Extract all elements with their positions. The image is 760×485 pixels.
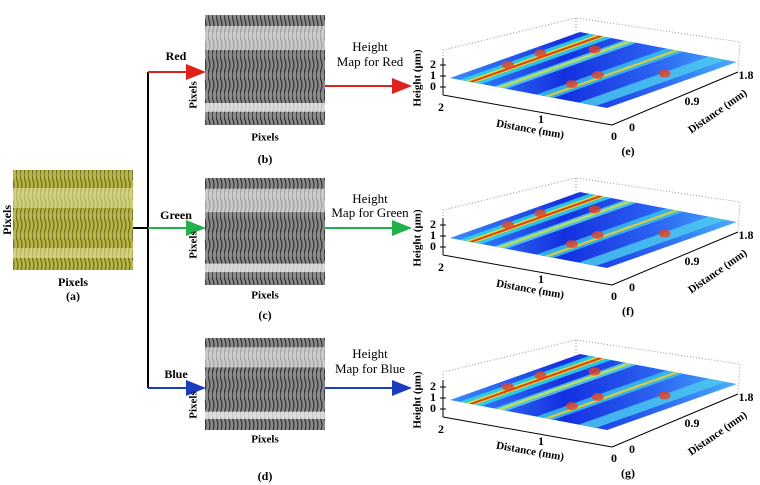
z-tick-label: 2 <box>430 379 436 393</box>
y-axis <box>611 231 739 286</box>
y-axis <box>611 393 739 448</box>
caption: (g) <box>621 466 635 480</box>
surface-ridge <box>468 357 603 405</box>
surface-bump <box>534 371 547 380</box>
surface-bump <box>588 367 601 376</box>
x-label: Pixels <box>251 434 279 446</box>
z-tick-label: 0 <box>430 79 436 93</box>
bright-band <box>205 347 325 368</box>
y-tick-label: 0.9 <box>685 416 700 430</box>
y-tick-label: 0 <box>629 120 635 134</box>
y-label: Pixels <box>0 205 14 235</box>
channel-label: Green <box>160 208 192 222</box>
surface-ridge <box>468 35 603 83</box>
bright-band <box>205 103 325 112</box>
z-label: Height (μm) <box>412 209 424 267</box>
surface-bump <box>591 230 604 239</box>
channel-label: Blue <box>164 367 188 381</box>
bright-band <box>205 26 325 51</box>
bright-band <box>205 188 325 213</box>
arrow-label: Map for Blue <box>335 361 405 376</box>
x-axis <box>442 94 613 126</box>
x-label: Pixels <box>251 132 279 144</box>
y-label: Pixels <box>188 391 200 419</box>
y-tick-label: 0 <box>629 280 635 294</box>
bright-band <box>13 188 133 208</box>
channel-label: Red <box>166 49 187 63</box>
y-tick-label: 1.8 <box>739 390 754 404</box>
surface-ridge <box>544 210 679 257</box>
z-tick-label: 1 <box>430 390 436 404</box>
z-tick-label: 0 <box>430 401 436 415</box>
y-tick-label: 0 <box>629 442 635 456</box>
surface-bump <box>565 80 578 89</box>
x-axis <box>442 416 613 448</box>
x-label: Distance (mm) <box>495 278 565 302</box>
x-tick-label: 2 <box>438 100 444 114</box>
surface-bump <box>501 60 514 69</box>
y-tick-label: 1.8 <box>739 228 754 242</box>
y-axis <box>611 71 739 126</box>
arrow-label: Map for Red <box>337 54 404 69</box>
x-tick-label: 2 <box>438 260 444 274</box>
surface-ridge <box>544 372 679 419</box>
arrow-label: Height <box>352 191 388 206</box>
caption: (f) <box>622 304 634 318</box>
surface-ridge <box>468 195 603 243</box>
bright-band <box>205 263 325 273</box>
caption: (c) <box>258 308 271 322</box>
x-label: Distance (mm) <box>495 440 565 464</box>
arrow-label: Map for Green <box>331 205 409 220</box>
x-tick-label: 1 <box>538 272 544 286</box>
surface-bump <box>501 382 514 391</box>
z-tick-label: 1 <box>430 228 436 242</box>
surface-bump <box>588 205 601 214</box>
caption: (a) <box>66 289 80 303</box>
arrow-label: Height <box>352 346 388 361</box>
x-tick-label: 1 <box>538 112 544 126</box>
surface-ridge <box>578 56 727 106</box>
x-label: Pixels <box>251 290 279 302</box>
x-tick-label: 0 <box>611 451 617 465</box>
bright-band <box>13 248 133 258</box>
z-tick-label: 2 <box>430 57 436 71</box>
surface-bump <box>591 392 604 401</box>
caption: (d) <box>258 469 273 483</box>
z-label: Height (μm) <box>412 371 424 429</box>
surface-bump <box>565 402 578 411</box>
caption: (b) <box>258 152 273 166</box>
x-tick-label: 0 <box>611 129 617 143</box>
y-tick-label: 1.8 <box>739 68 754 82</box>
surface-ridge <box>544 50 679 97</box>
y-tick-label: 0.9 <box>685 254 700 268</box>
caption: (e) <box>621 144 634 158</box>
surface-bump <box>658 229 671 238</box>
surface-bump <box>534 209 547 218</box>
y-label: Pixels <box>188 231 200 259</box>
z-tick-label: 0 <box>430 239 436 253</box>
x-axis <box>442 254 613 286</box>
z-tick-label: 2 <box>430 217 436 231</box>
x-tick-label: 0 <box>611 289 617 303</box>
surface-ridge <box>578 378 727 428</box>
x-tick-label: 1 <box>538 434 544 448</box>
surface-bump <box>588 45 601 54</box>
y-label: Pixels <box>188 81 200 109</box>
z-tick-label: 1 <box>430 68 436 82</box>
bright-band <box>205 411 325 419</box>
surface-bump <box>534 49 547 58</box>
surface-bump <box>658 69 671 78</box>
x-label: Distance (mm) <box>495 118 565 142</box>
surface-ridge <box>578 216 727 266</box>
surface-bump <box>565 240 578 249</box>
surface-bump <box>591 70 604 79</box>
z-label: Height (μm) <box>412 49 424 107</box>
surface-bump <box>658 391 671 400</box>
y-tick-label: 0.9 <box>685 94 700 108</box>
surface-bump <box>501 220 514 229</box>
x-tick-label: 2 <box>438 422 444 436</box>
arrow-label: Height <box>352 39 388 54</box>
x-label: Pixels <box>58 275 88 289</box>
